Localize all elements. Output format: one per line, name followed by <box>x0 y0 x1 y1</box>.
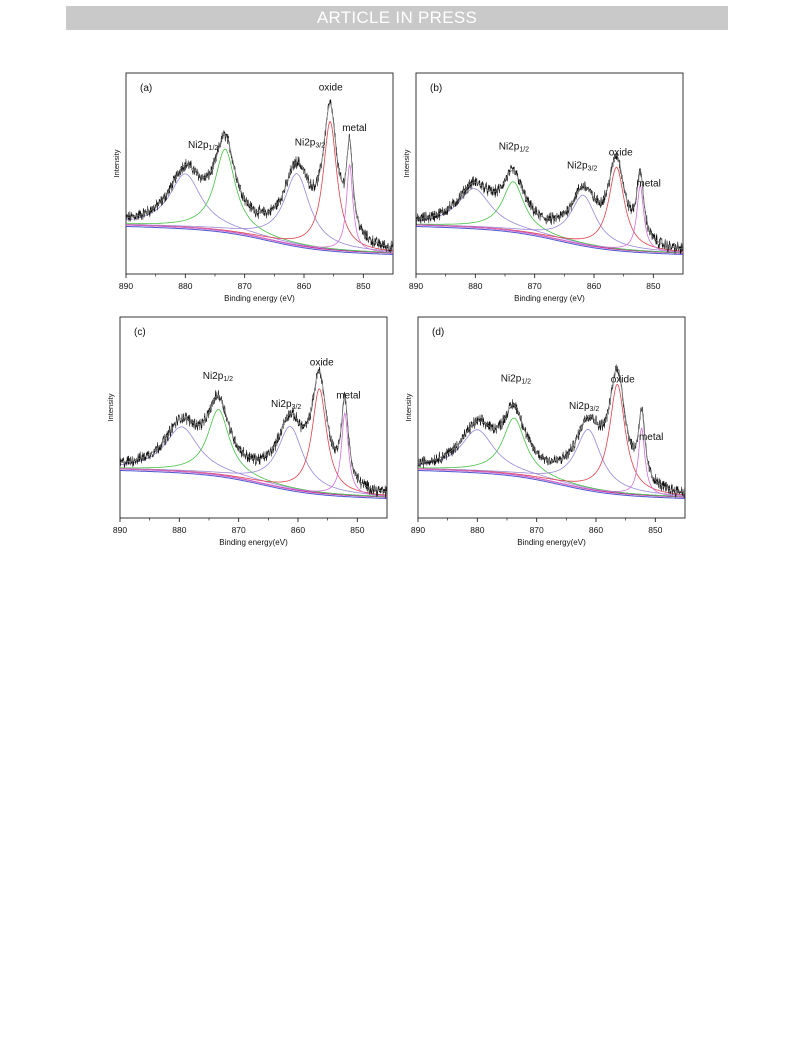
x-tick-label: 870 <box>238 281 252 291</box>
component-peak <box>417 417 685 497</box>
x-tick-label: 890 <box>409 281 423 291</box>
component-peak <box>416 181 684 254</box>
background-line-blue <box>126 226 394 255</box>
x-axis-label: Binding energy(eV) <box>219 538 288 547</box>
peak-annotation: Ni2p1/2 <box>188 140 218 152</box>
peak-annotation: Ni2p3/2 <box>295 138 325 150</box>
peak-annotation: metal <box>342 123 366 134</box>
peak-annotation: Ni2p3/2 <box>271 399 301 411</box>
fitted-envelope <box>415 154 684 250</box>
xps-panel-b: 890 880 870 860 850 Binding energy (eV) Intens… <box>396 68 686 304</box>
component-peak <box>120 388 388 496</box>
component-peak <box>418 428 686 496</box>
chart-svg: 890 880 870 860 850 Binding energy (eV) Intens… <box>402 72 684 303</box>
xps-panel-c: 890 880 870 860 850 Binding energy(eV) Intensi… <box>100 312 390 548</box>
chart-svg: 890 880 870 860 850 Binding energy (eV) Intens… <box>112 72 394 303</box>
plot-frame <box>125 72 394 275</box>
xps-panel-a: 890 880 870 860 850 Binding energy (eV) Intens… <box>106 68 396 304</box>
x-tick-label: 880 <box>178 281 192 291</box>
fitted-envelope <box>417 367 686 493</box>
article-in-press-banner: ARTICLE IN PRESS <box>66 6 728 30</box>
panel-label: (c) <box>134 327 146 338</box>
x-tick-label: 850 <box>356 281 370 291</box>
measured-spectrum <box>415 152 684 255</box>
peak-annotation: Ni2p3/2 <box>567 161 597 173</box>
y-axis-label: Intensity <box>402 149 411 177</box>
peak-annotation: oxide <box>611 375 635 386</box>
panel-label: (a) <box>140 83 152 94</box>
peak-annotation: Ni2p1/2 <box>203 371 233 383</box>
peak-annotation: oxide <box>609 147 633 158</box>
component-peak <box>125 173 393 253</box>
component-peak <box>120 426 387 496</box>
peak-annotation: Ni2p1/2 <box>499 141 529 153</box>
y-axis-label: Intensity <box>106 393 115 421</box>
y-axis-label: Intensity <box>404 393 413 421</box>
fitted-envelope <box>119 370 388 493</box>
background-line-blue <box>416 226 684 255</box>
x-tick-label: 880 <box>470 525 484 535</box>
panel-label: (d) <box>432 327 444 338</box>
peak-annotation: oxide <box>319 82 343 93</box>
x-tick-label: 880 <box>172 525 186 535</box>
x-tick-label: 870 <box>232 525 246 535</box>
x-tick-label: 870 <box>528 281 542 291</box>
plot-frame <box>119 316 388 519</box>
x-axis-label: Binding energy (eV) <box>514 294 585 303</box>
panel-label: (b) <box>430 83 442 94</box>
x-tick-label: 860 <box>587 281 601 291</box>
x-tick-label: 860 <box>291 525 305 535</box>
background-line-blue <box>120 470 388 499</box>
x-tick-label: 860 <box>297 281 311 291</box>
component-peak <box>418 383 686 496</box>
x-tick-label: 850 <box>646 281 660 291</box>
fitted-envelope <box>125 103 394 248</box>
peak-annotation: Ni2p3/2 <box>569 401 599 413</box>
x-tick-label: 860 <box>589 525 603 535</box>
plot-frame <box>417 316 686 519</box>
peak-annotation: oxide <box>310 357 334 368</box>
x-tick-label: 870 <box>530 525 544 535</box>
background-line-blue <box>418 470 686 499</box>
peak-annotation: Ni2p1/2 <box>501 374 531 386</box>
x-tick-label: 850 <box>648 525 662 535</box>
x-axis-label: Binding energy (eV) <box>224 294 295 303</box>
xps-panel-d: 890 880 870 860 850 Binding energy(eV) Intensi… <box>398 312 688 548</box>
component-peak <box>120 409 388 497</box>
component-peak <box>126 121 394 252</box>
component-peak <box>126 148 393 253</box>
chart-svg: 890 880 870 860 850 Binding energy(eV) Intensi… <box>106 316 388 547</box>
component-peak <box>415 184 683 253</box>
peak-annotation: metal <box>336 391 360 402</box>
peak-annotation: metal <box>639 432 663 443</box>
x-tick-label: 890 <box>411 525 425 535</box>
chart-svg: 890 880 870 860 850 Binding energy(eV) Intensi… <box>404 316 686 547</box>
component-peak <box>417 427 685 497</box>
plot-frame <box>415 72 684 275</box>
measured-spectrum <box>418 364 686 499</box>
component-peak <box>119 411 388 497</box>
component-peak <box>416 194 683 253</box>
x-tick-label: 890 <box>113 525 127 535</box>
peak-annotation: metal <box>636 179 660 190</box>
x-tick-label: 850 <box>350 525 364 535</box>
y-axis-label: Intensity <box>112 149 121 177</box>
component-peak <box>125 164 394 253</box>
x-tick-label: 890 <box>119 281 133 291</box>
x-tick-label: 880 <box>468 281 482 291</box>
component-peak <box>126 173 394 252</box>
x-axis-label: Binding energy(eV) <box>517 538 586 547</box>
